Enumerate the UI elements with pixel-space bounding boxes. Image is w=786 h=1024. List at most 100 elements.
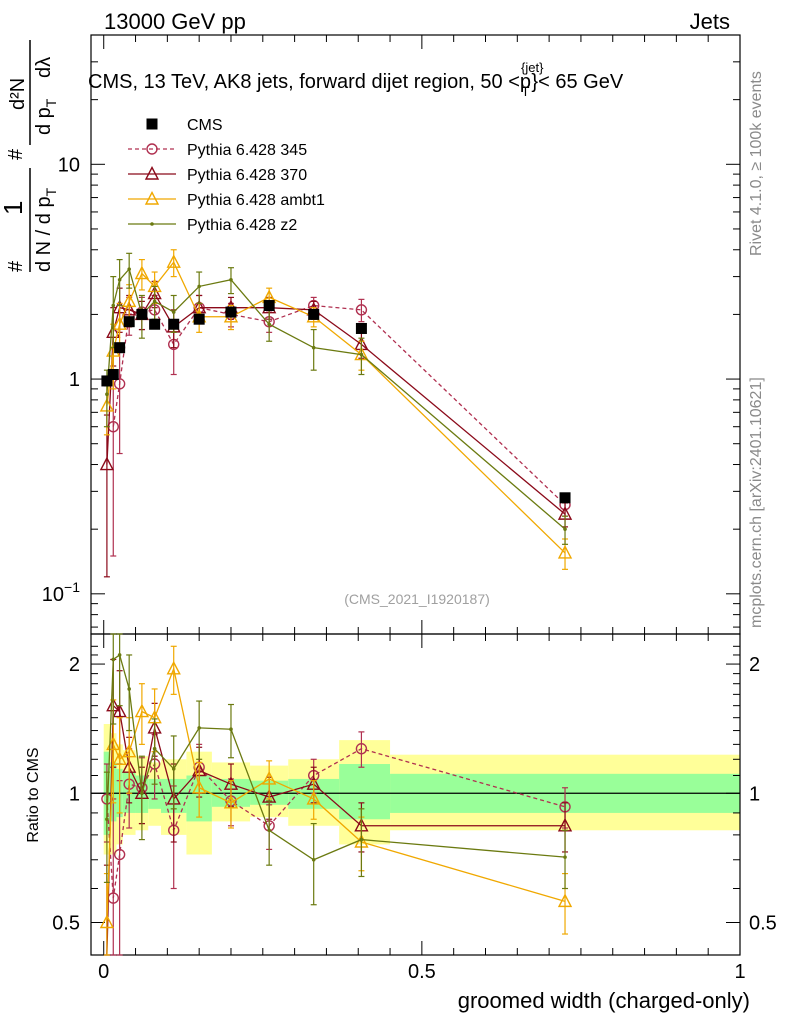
series-pythia-6-428-ambt1 bbox=[99, 645, 573, 956]
marker-triangle bbox=[306, 790, 321, 805]
marker-dot bbox=[111, 303, 116, 308]
x-tick-label: 1 bbox=[734, 961, 745, 983]
legend-item: Pythia 6.428 370 bbox=[128, 165, 307, 184]
y-tick-label: 1 bbox=[69, 369, 80, 391]
x-tick-label: 0.5 bbox=[408, 961, 436, 983]
marker-triangle bbox=[166, 254, 181, 268]
marker-triangle bbox=[112, 316, 127, 330]
marker-dot bbox=[105, 392, 109, 397]
marker-triangle bbox=[122, 293, 137, 308]
marker-triangle bbox=[134, 265, 150, 280]
marker-circle bbox=[113, 378, 126, 390]
marker-square bbox=[123, 316, 135, 328]
band-green bbox=[339, 764, 391, 820]
energy-label: 13000 GeV pp bbox=[104, 9, 246, 34]
marker-triangle bbox=[166, 660, 181, 675]
marker-square bbox=[193, 313, 205, 325]
marker-square bbox=[101, 375, 113, 387]
marker-square bbox=[107, 369, 119, 381]
y-label-num: 1 bbox=[0, 201, 28, 215]
x-tick-label: 0 bbox=[98, 961, 109, 983]
marker-dot bbox=[150, 222, 154, 226]
marker-square bbox=[225, 306, 237, 318]
series-cms bbox=[101, 300, 571, 504]
legend-item: Pythia 6.428 ambt1 bbox=[128, 190, 325, 209]
series-line bbox=[106, 260, 566, 554]
marker-circle bbox=[146, 143, 158, 155]
y-tick-label: 10−1 bbox=[42, 579, 80, 606]
legend-label: CMS bbox=[187, 117, 223, 134]
marker-triangle bbox=[99, 456, 115, 471]
y-tick-label: 1 bbox=[69, 783, 80, 805]
marker-dot bbox=[359, 352, 364, 357]
ratio-y-ticks bbox=[91, 645, 740, 923]
main-y-ticks bbox=[91, 34, 740, 628]
marker-triangle bbox=[99, 914, 115, 929]
marker-dot bbox=[197, 726, 201, 730]
marker-dot bbox=[359, 837, 364, 842]
marker-square bbox=[136, 308, 148, 320]
marker-triangle bbox=[122, 743, 137, 758]
marker-square bbox=[355, 322, 367, 334]
marker-triangle bbox=[134, 703, 150, 718]
legend-label: Pythia 6.428 z2 bbox=[187, 217, 297, 234]
marker-triangle bbox=[223, 794, 239, 809]
marker-dot bbox=[267, 322, 271, 327]
marker-dot bbox=[197, 284, 201, 289]
y-tick-label-right: 1 bbox=[749, 783, 760, 805]
ratio-y-label: Ratio to CMS bbox=[25, 747, 42, 842]
y-tick-label: 10 bbox=[58, 154, 80, 176]
y-tick-label: 0.5 bbox=[52, 912, 80, 934]
marker-dot bbox=[311, 857, 316, 862]
marker-dot bbox=[140, 791, 144, 796]
marker-dot bbox=[267, 828, 271, 833]
marker-dot bbox=[229, 727, 233, 732]
mcplots-label: mcplots.cern.ch [arXiv:2401.10621] bbox=[748, 377, 765, 628]
legend-label: Pythia 6.428 ambt1 bbox=[187, 192, 325, 209]
marker-dot bbox=[563, 855, 567, 859]
series-pythia-6-428-z2 bbox=[103, 252, 569, 545]
y-label-den2: d pT bbox=[33, 98, 59, 135]
plot-title: CMS, 13 TeV, AK8 jets, forward dijet reg… bbox=[88, 60, 624, 99]
marker-square bbox=[263, 300, 275, 312]
marker-triangle bbox=[112, 703, 127, 718]
marker-dot bbox=[127, 687, 131, 691]
legend-item: Pythia 6.428 z2 bbox=[128, 217, 297, 234]
series-pythia-6-428-ambt1 bbox=[99, 249, 573, 570]
legend-label: Pythia 6.428 345 bbox=[187, 142, 307, 159]
marker-square bbox=[146, 118, 158, 130]
y-tick-label: 2 bbox=[69, 654, 80, 676]
legend-item: CMS bbox=[146, 117, 223, 134]
marker-dot bbox=[117, 277, 122, 282]
category-label: Jets bbox=[690, 9, 730, 34]
marker-dot bbox=[311, 345, 316, 350]
marker-triangle bbox=[557, 544, 573, 559]
marker-dot bbox=[111, 657, 116, 662]
y-label-hash: # bbox=[5, 148, 27, 160]
marker-square bbox=[149, 318, 161, 330]
legend: CMS Pythia 6.428 345 Pythia 6.428 370 Pythi… bbox=[128, 117, 325, 234]
series-pythia-6-428-345 bbox=[107, 294, 571, 557]
marker-triangle bbox=[112, 751, 127, 765]
marker-triangle bbox=[557, 893, 573, 908]
marker-square bbox=[308, 308, 320, 320]
marker-square bbox=[168, 318, 180, 330]
y-label-hash: # bbox=[5, 260, 27, 272]
y-label-num2: d²N bbox=[7, 78, 29, 110]
marker-dot bbox=[563, 527, 567, 531]
ratio-frame bbox=[90, 633, 741, 956]
marker-square bbox=[559, 492, 571, 504]
marker-triangle bbox=[192, 779, 207, 794]
marker-dot bbox=[152, 746, 157, 751]
marker-dot bbox=[229, 277, 233, 282]
y-tick-label-right: 2 bbox=[749, 654, 760, 676]
series-line bbox=[112, 304, 566, 506]
marker-dot bbox=[171, 767, 176, 771]
ratio-panel: 0 0.5 1 0.5 0.5 1 1 2 2 groomed width (charged-on… bbox=[25, 633, 777, 1013]
rivet-label: Rivet 4.1.0, ≥ 100k events bbox=[748, 71, 765, 256]
series-pythia-6-428-z2 bbox=[103, 633, 569, 906]
marker-triangle bbox=[144, 165, 160, 180]
